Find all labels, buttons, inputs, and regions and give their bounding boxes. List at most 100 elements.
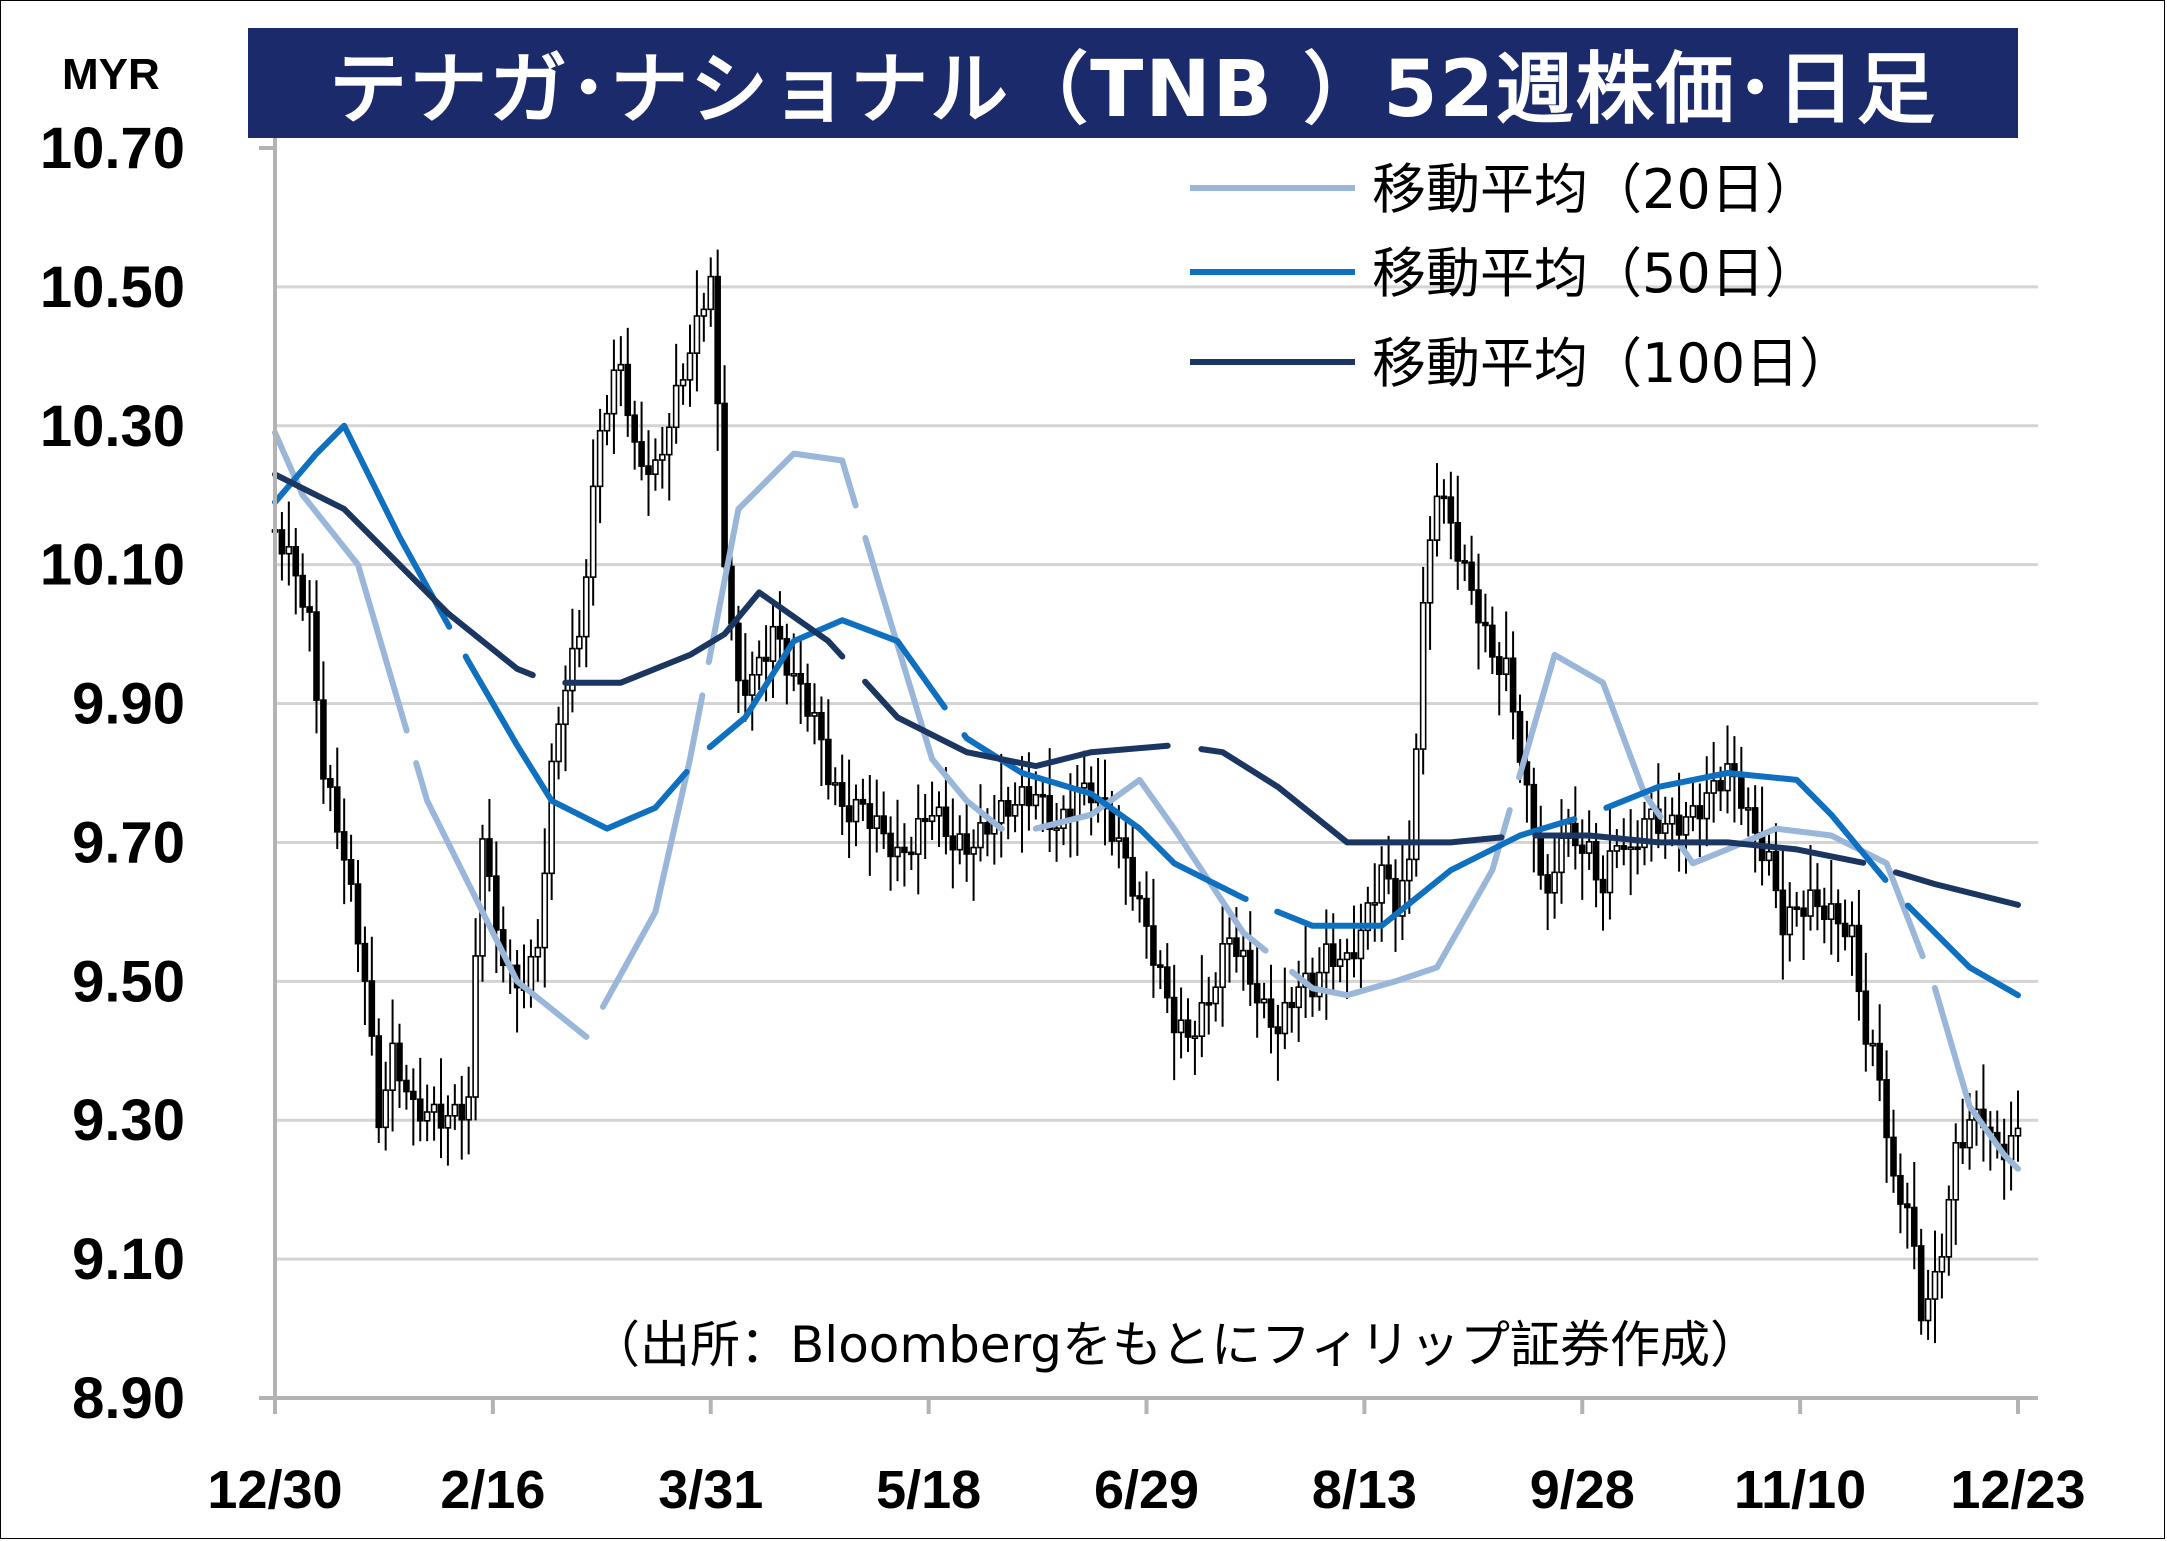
candle-body (1537, 832, 1545, 876)
candle-body (1385, 864, 1392, 880)
candle-body (1959, 1142, 1966, 1149)
candle-body (1744, 807, 1752, 811)
candle-body (1661, 823, 1669, 834)
moving-average-line-1 (272, 429, 2021, 1172)
legend-label: 移動平均（100日） (1372, 332, 1853, 395)
candle-body (1627, 846, 1634, 851)
candle-body (1316, 971, 1323, 998)
candle-body (631, 414, 638, 443)
y-tick-label: 9.90 (72, 672, 185, 737)
candle-body (1468, 561, 1475, 591)
x-tick-label: 12/23 (1950, 1460, 2085, 1520)
y-tick-label: 8.90 (72, 1366, 185, 1431)
candle-body (1931, 1270, 1939, 1300)
candle-body (562, 689, 569, 726)
candle-body (818, 711, 825, 741)
candle-body (852, 798, 860, 823)
candle-body (1246, 949, 1254, 985)
candle-body (1869, 1042, 1877, 1047)
x-tick-label: 5/18 (876, 1460, 981, 1520)
candle-body (1924, 1298, 1932, 1322)
candle-body (825, 738, 832, 786)
candle-body (963, 833, 970, 855)
candle-body (1323, 943, 1330, 974)
candle-body (1668, 814, 1676, 825)
candle-body (1406, 858, 1413, 882)
candle-body (1067, 808, 1074, 819)
candle-body (755, 656, 763, 676)
candle-body (1205, 1002, 1213, 1006)
candle-body (1620, 845, 1628, 850)
candle-body (769, 625, 777, 662)
candle-body (1281, 1001, 1289, 1035)
candle-body (1191, 1035, 1199, 1040)
candle-body (721, 402, 728, 568)
candle-body (714, 275, 721, 405)
candle-body (1599, 878, 1607, 894)
candlesticks (271, 249, 2022, 1344)
y-tick-label: 9.30 (72, 1088, 185, 1153)
candle-body (804, 682, 811, 717)
candle-body (430, 1103, 438, 1113)
candle-body (1585, 841, 1593, 854)
candle-body (375, 1035, 383, 1129)
candle-body (949, 835, 957, 851)
candle-body (1475, 589, 1482, 624)
candle-body (1143, 897, 1150, 927)
candle-body (548, 760, 555, 875)
candle-body (1876, 1042, 1883, 1081)
candle-body (1461, 560, 1468, 564)
candle-body (679, 379, 687, 387)
candle-body (742, 679, 749, 696)
candle-body (416, 1098, 424, 1122)
candle-body (1426, 539, 1434, 604)
candle-body (451, 1103, 459, 1117)
x-tick-label: 6/29 (1094, 1460, 1199, 1520)
candle-body (389, 1042, 396, 1091)
candle-body (1184, 1019, 1192, 1038)
moving-average-lines (272, 422, 2021, 1172)
candle-body (707, 275, 715, 311)
candle-body (1793, 906, 1800, 910)
candle-body (659, 453, 666, 461)
candle-body (1240, 949, 1247, 958)
candle-body (838, 782, 846, 807)
candle-body (866, 803, 874, 830)
candle-body (1025, 786, 1033, 807)
candle-body (486, 838, 493, 877)
candle-body (479, 838, 486, 957)
candle-body (1219, 943, 1226, 989)
candle-body (465, 1096, 472, 1121)
candle-body (1053, 827, 1060, 832)
candle-body (735, 622, 742, 682)
legend-label: 移動平均（50日） (1372, 242, 1819, 305)
candle-body (1274, 1026, 1282, 1035)
candle-body (1440, 495, 1448, 500)
candle-body (1578, 844, 1586, 854)
candle-body (1848, 924, 1856, 938)
candle-body (672, 384, 680, 429)
candle-body (1150, 925, 1157, 966)
candle-body (1883, 1079, 1890, 1139)
candle-body (1364, 902, 1372, 932)
gridlines (275, 285, 2038, 1261)
candle-body (1046, 795, 1053, 830)
candle-body (327, 778, 334, 788)
candle-body (320, 699, 327, 780)
x-tick-label: 11/10 (1734, 1460, 1866, 1520)
candle-body (1378, 864, 1385, 904)
candle-body (1814, 889, 1821, 908)
candle-body (1807, 889, 1814, 917)
candle-body (1350, 952, 1358, 960)
candle-body (1917, 1245, 1925, 1322)
candle-body (444, 1115, 452, 1129)
candle-body (984, 822, 991, 835)
candle-body (1910, 1206, 1918, 1247)
candle-body (845, 805, 853, 823)
candle-body (1862, 990, 1870, 1045)
candle-body (1080, 782, 1088, 789)
candle-body (776, 625, 784, 640)
candle-body (423, 1111, 431, 1122)
candle-body (928, 814, 936, 823)
